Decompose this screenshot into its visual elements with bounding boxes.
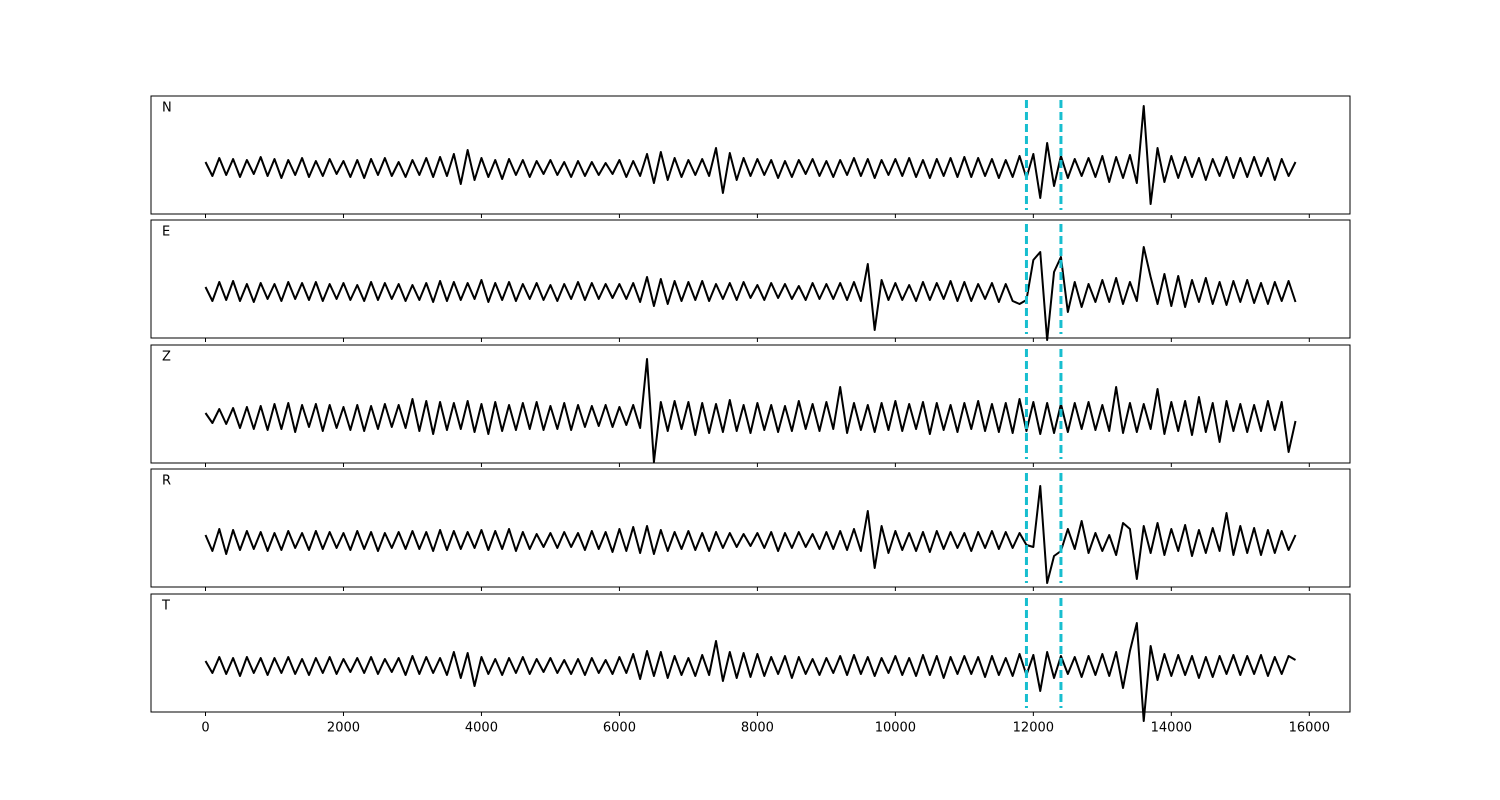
panel-label: N — [162, 101, 172, 116]
x-tick-label: 2000 — [327, 721, 360, 736]
panel-frame — [150, 468, 1351, 588]
panel-frame — [150, 593, 1351, 713]
trace — [204, 485, 1297, 584]
trace — [204, 358, 1297, 463]
panel-label: T — [161, 599, 170, 614]
x-tick-label: 10000 — [875, 721, 916, 736]
x-tick-label: 12000 — [1013, 721, 1054, 736]
x-tick-label: 4000 — [465, 721, 498, 736]
panel-frame — [150, 219, 1351, 339]
trace — [204, 622, 1297, 722]
panel-label: Z — [162, 350, 171, 365]
trace — [204, 246, 1297, 341]
trace — [204, 105, 1297, 205]
panel-frame — [150, 344, 1351, 464]
x-tick-label: 6000 — [603, 721, 636, 736]
panel-frame — [150, 95, 1351, 215]
panel-label: R — [162, 474, 171, 489]
x-tick-label: 14000 — [1151, 721, 1192, 736]
panel-label: E — [162, 225, 170, 240]
x-tick-label: 0 — [201, 721, 209, 736]
x-tick-label: 8000 — [741, 721, 774, 736]
x-tick-label: 16000 — [1289, 721, 1330, 736]
